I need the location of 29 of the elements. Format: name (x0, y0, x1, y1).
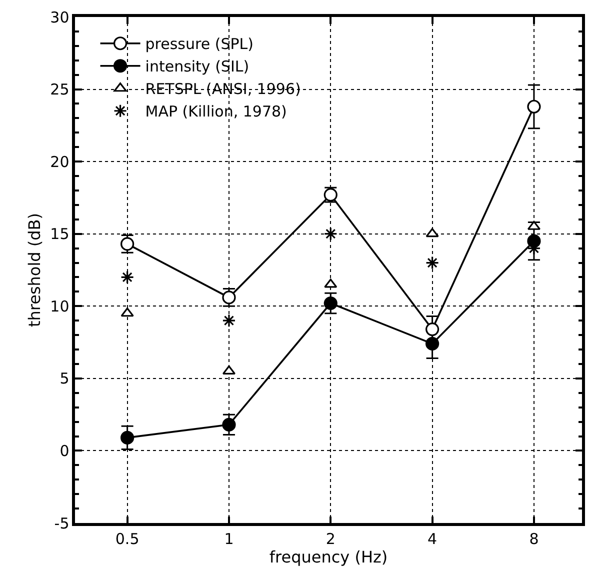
point (324, 278, 338, 288)
y-tick-label: 25 (50, 80, 70, 99)
y-tick-label: 30 (50, 8, 70, 26)
point (222, 418, 236, 432)
point (120, 270, 134, 284)
y-tick-label: 0 (60, 442, 70, 460)
point (426, 336, 440, 351)
x-tick-label: 2 (326, 530, 336, 548)
point (426, 228, 439, 238)
point (120, 430, 134, 444)
point (324, 227, 338, 241)
point (120, 308, 134, 317)
y-tick-label: 20 (50, 152, 70, 171)
y-axis-title: threshold (dB) (25, 212, 44, 328)
x-axis-title: frequency (Hz) (269, 548, 388, 567)
point (222, 314, 236, 328)
x-tick-label: 0.5 (115, 530, 140, 548)
legend-label: MAP (Killion, 1978) (145, 102, 287, 121)
y-tick-label: 5 (60, 370, 70, 388)
y-tick-label: 15 (50, 225, 70, 244)
x-tick-label: 4 (428, 530, 438, 548)
legend-label: pressure (SPL) (145, 35, 254, 54)
x-tick-label: 8 (529, 530, 539, 548)
point (426, 256, 440, 270)
x-tick-label: 1 (224, 530, 234, 548)
legend-label: intensity (SIL) (145, 58, 250, 76)
y-tick-label: 10 (50, 297, 70, 316)
y-tick-label: -5 (54, 514, 70, 532)
point (324, 296, 338, 310)
